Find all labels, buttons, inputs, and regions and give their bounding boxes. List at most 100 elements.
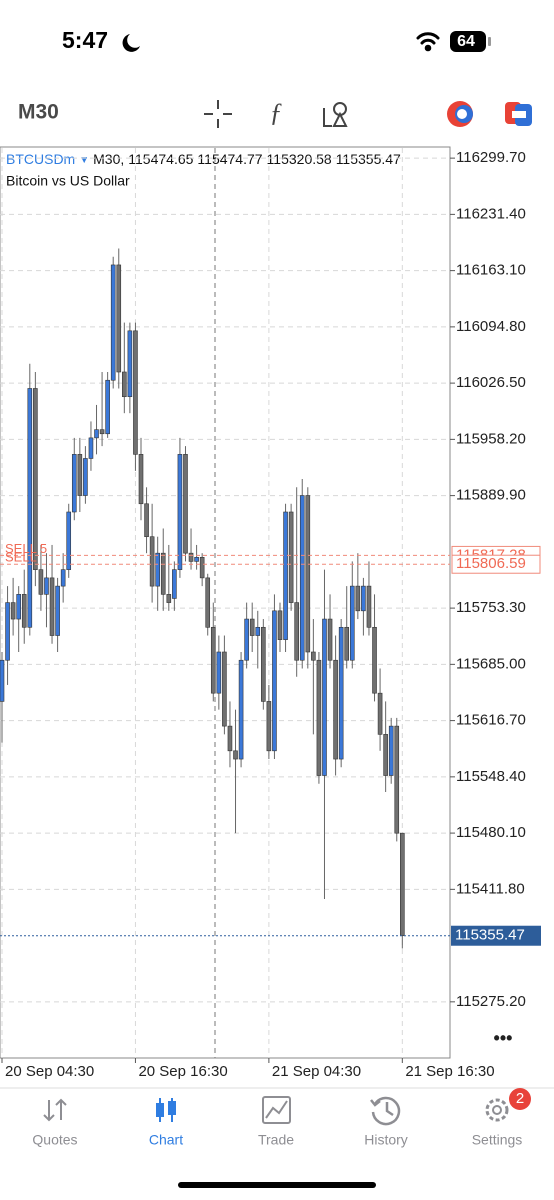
candle-body: [77, 454, 83, 496]
order-price: 115806.59: [456, 555, 526, 572]
candle-body: [133, 330, 138, 455]
order-label: SELL 5: [5, 541, 47, 556]
candle-body: [5, 602, 10, 661]
candle-body: [311, 651, 316, 661]
candle-body: [88, 437, 94, 459]
candle-body: [138, 454, 144, 505]
candle-body: [16, 594, 21, 620]
candle-body: [205, 577, 211, 628]
order-price-box: [451, 554, 541, 574]
candle-body: [210, 626, 216, 694]
candle-body: [322, 618, 327, 776]
candle-body: [238, 659, 244, 760]
candle-body: [277, 610, 283, 640]
candle-body: [71, 454, 77, 513]
trade-button[interactable]: [505, 102, 532, 126]
quote-value: 115474.65: [128, 151, 193, 167]
candle-body: [166, 594, 172, 603]
candle-body: [60, 569, 66, 587]
candle-body: [338, 626, 344, 760]
quote-value: 115474.77: [197, 151, 262, 167]
y-tick-label: 115685.00: [456, 655, 526, 672]
candle-body: [316, 659, 322, 776]
candle-body: [283, 511, 288, 640]
candle-body: [344, 626, 350, 661]
description: Bitcoin vs US Dollar: [6, 173, 130, 189]
candle-body: [400, 832, 405, 937]
battery-cap: [488, 37, 491, 46]
candle-body: [116, 264, 122, 373]
candle-body: [122, 371, 127, 398]
objects-button[interactable]: [323, 102, 348, 127]
candle-body: [222, 651, 227, 727]
candle-body: [110, 264, 116, 381]
candle-body: [0, 659, 5, 702]
y-tick-label: 115616.70: [456, 712, 526, 729]
y-tick-label: 115753.30: [456, 599, 526, 616]
y-tick-label: 115480.10: [456, 824, 526, 841]
y-tick-label: 115548.40: [456, 768, 526, 785]
badge: [509, 1088, 531, 1110]
x-tick-label: 21 Sep 04:30: [272, 1063, 361, 1080]
candle-body: [261, 626, 266, 702]
candle-body: [349, 585, 355, 661]
candle-body: [155, 552, 160, 587]
candle-body: [377, 692, 383, 735]
candle-body: [194, 556, 199, 562]
candle-body: [188, 552, 194, 562]
account-button[interactable]: [447, 101, 473, 127]
candle-body: [99, 429, 105, 435]
settings-icon[interactable]: [485, 1098, 509, 1122]
candle-body: [10, 602, 16, 620]
candle-body: [83, 458, 88, 496]
candle-body: [355, 585, 361, 612]
quote-value: 115355.47: [336, 151, 401, 167]
nav-label[interactable]: Trade: [258, 1132, 294, 1148]
candle-body: [66, 511, 72, 570]
candle-body: [266, 701, 272, 752]
quote-value: 115320.58: [267, 151, 332, 167]
nav-label[interactable]: Settings: [472, 1132, 523, 1148]
history-icon[interactable]: [370, 1096, 401, 1126]
y-tick-label: 115411.80: [456, 880, 525, 897]
candle-body: [127, 330, 133, 398]
y-tick-label: 115275.20: [456, 993, 526, 1010]
candle-body: [394, 725, 400, 834]
order-label: SELL: [5, 550, 37, 565]
nav-label[interactable]: Chart: [149, 1132, 183, 1148]
candle-body: [372, 626, 377, 694]
candle-body: [21, 594, 27, 628]
candle-body: [294, 602, 299, 661]
nav-label[interactable]: History: [364, 1132, 408, 1148]
candle-body: [172, 569, 177, 599]
nav-label[interactable]: Quotes: [32, 1132, 77, 1148]
candle-body: [388, 725, 394, 776]
quotes-icon[interactable]: [43, 1098, 67, 1122]
crosshair-button[interactable]: [204, 100, 232, 128]
indicators-button[interactable]: ƒ: [270, 98, 283, 127]
candle-body: [33, 388, 38, 570]
candle-body: [149, 536, 155, 587]
chart[interactable]: BTCUSDm ▼ M30, 115474.65 115474.77 115320.58 1…: [0, 146, 541, 1080]
candle-body: [272, 610, 277, 752]
candle-body: [288, 511, 294, 603]
x-tick-label: 20 Sep 16:30: [138, 1063, 227, 1080]
y-tick-label: 116094.80: [456, 318, 526, 335]
candle-body: [366, 585, 372, 628]
trade-icon[interactable]: [262, 1096, 291, 1124]
more-button[interactable]: •••: [494, 1028, 513, 1048]
clock: 5:47: [62, 27, 108, 53]
candle-body: [94, 429, 99, 439]
candle-body: [216, 651, 222, 694]
y-tick-label: 116231.40: [456, 205, 526, 222]
y-tick-label: 116026.50: [456, 374, 526, 391]
home-indicator: [178, 1182, 376, 1188]
current-price-box: [451, 925, 541, 946]
symbol-dropdown[interactable]: ▼: [79, 155, 89, 166]
timeframe-button[interactable]: M30: [18, 101, 59, 124]
plot-frame: [0, 146, 451, 1059]
chart-icon[interactable]: [156, 1098, 176, 1122]
x-tick-label: 21 Sep 16:30: [405, 1063, 494, 1080]
